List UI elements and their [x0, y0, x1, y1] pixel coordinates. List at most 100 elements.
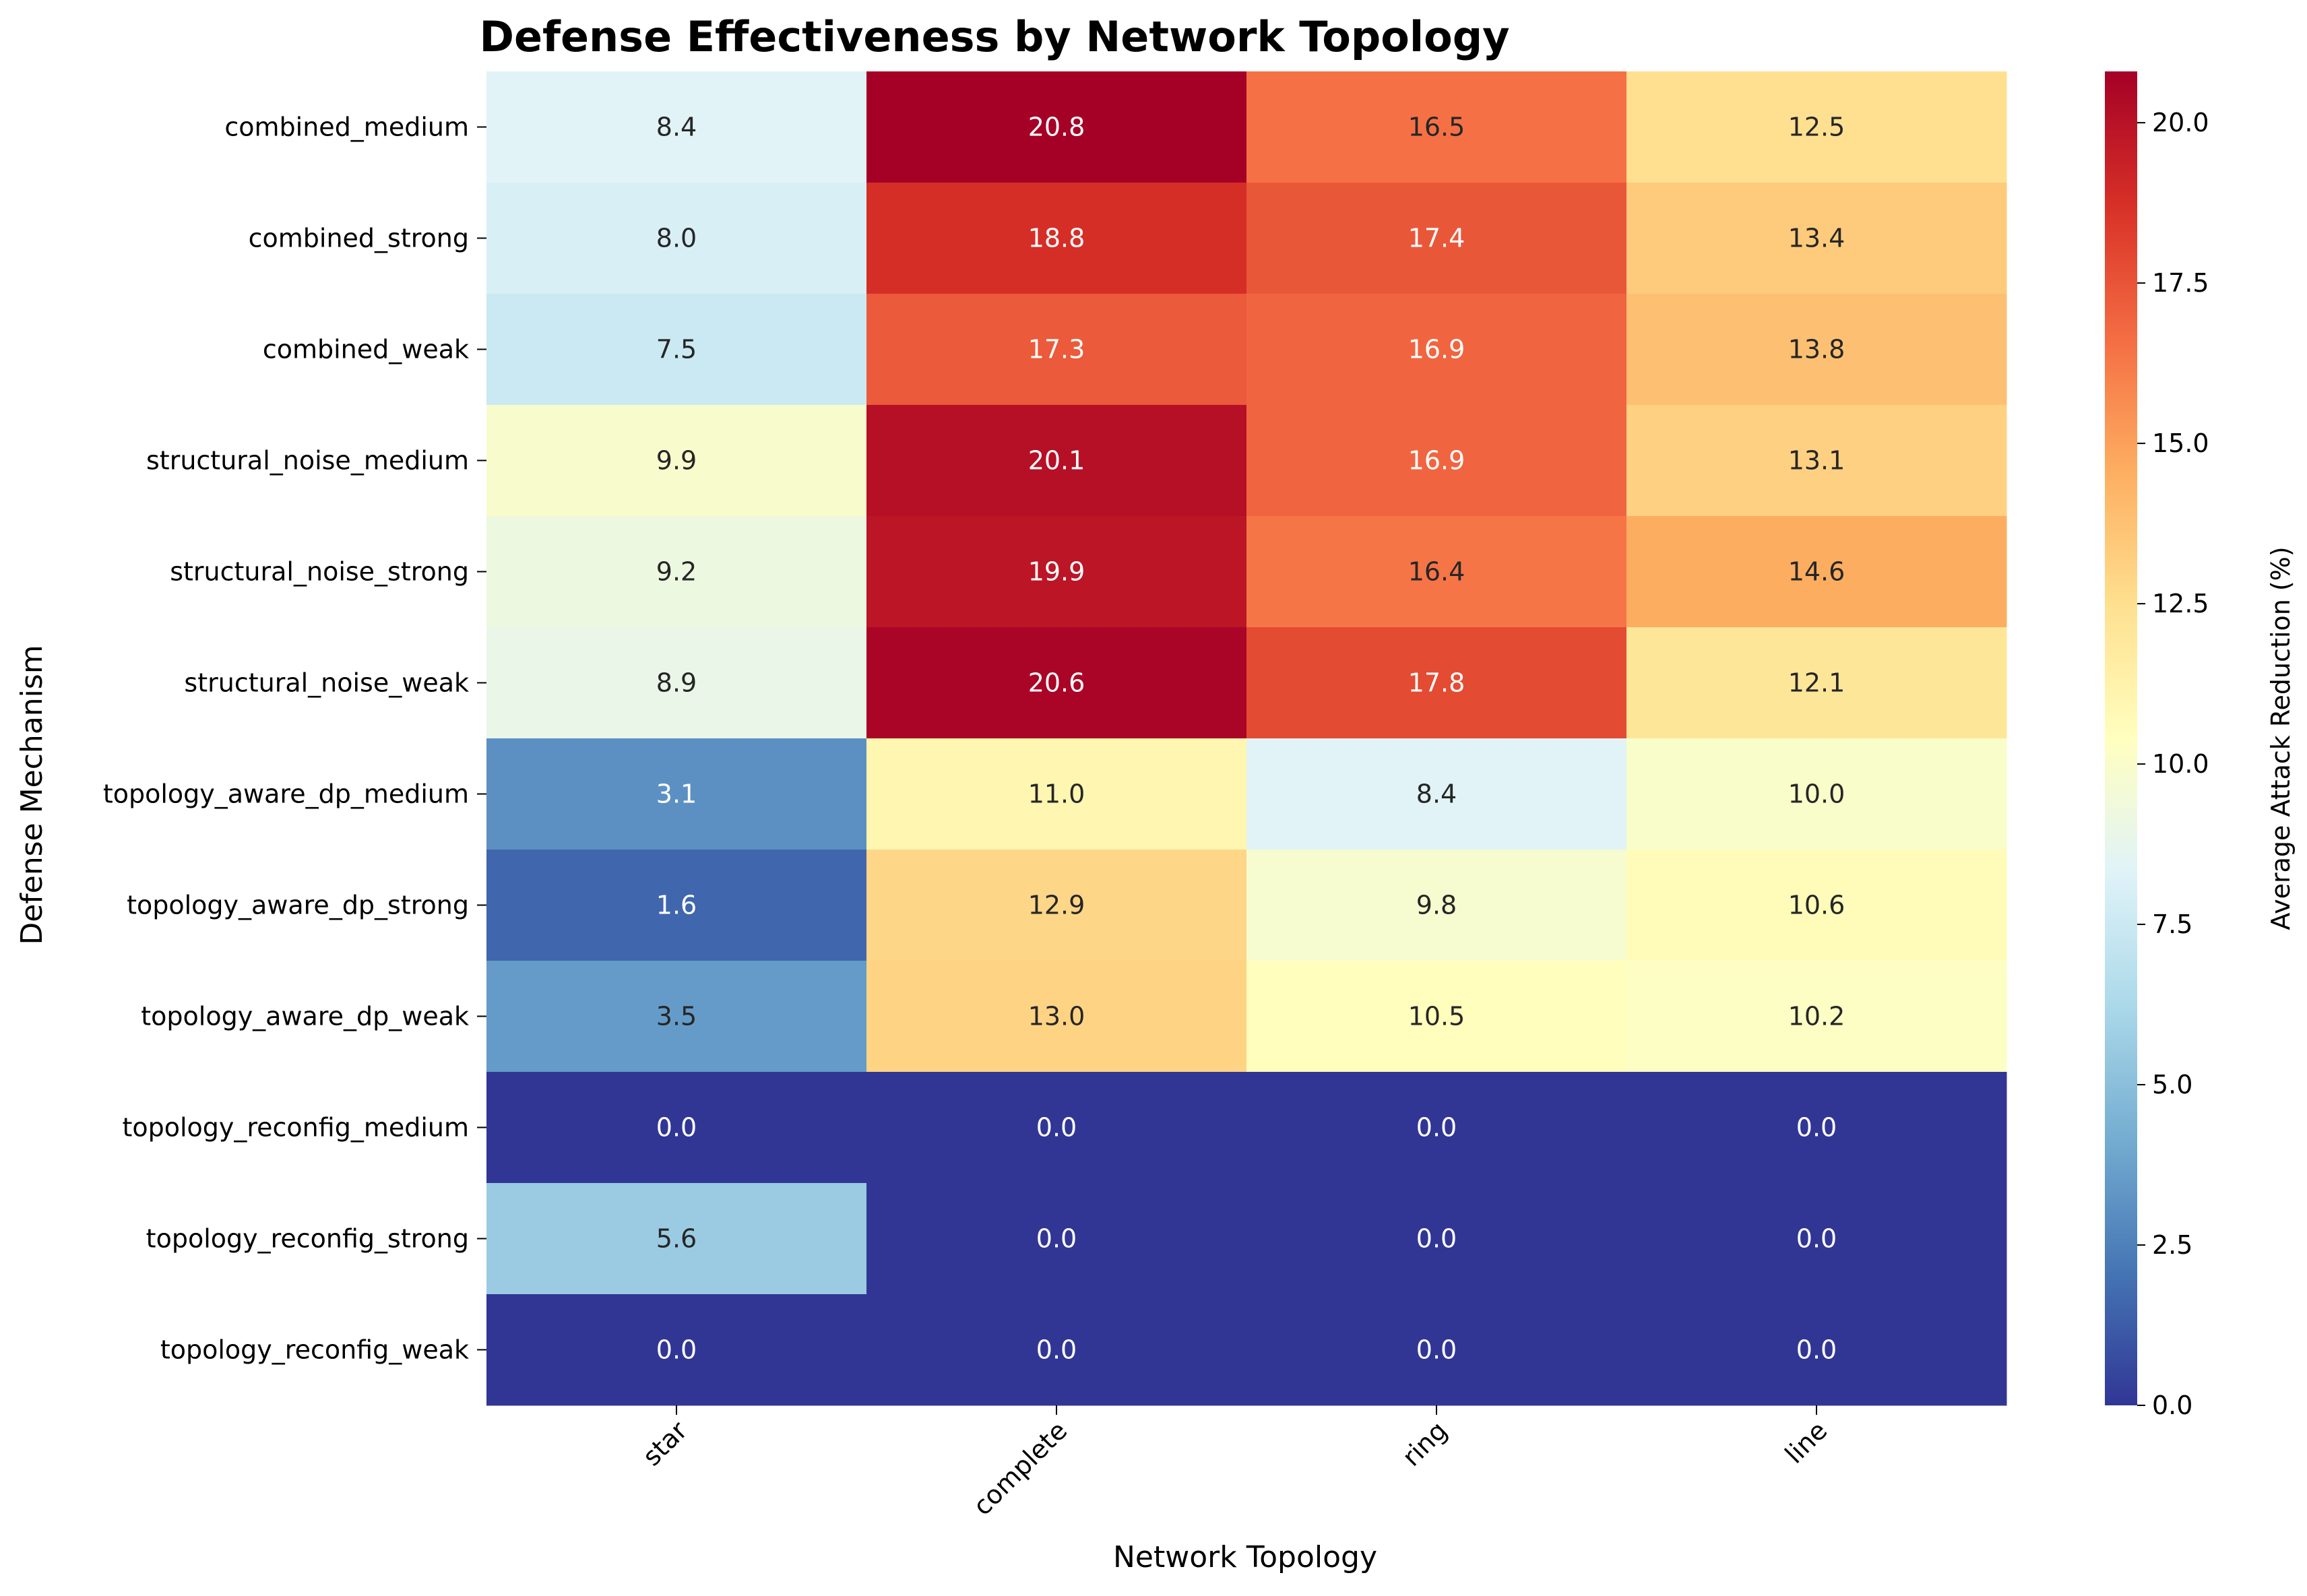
cell-value-label: 19.9	[1028, 557, 1085, 587]
heatmap-cell	[1626, 405, 2007, 517]
cell-value-label: 17.4	[1408, 224, 1465, 253]
heatmap-cell	[486, 183, 867, 294]
cell-value-label: 1.6	[656, 891, 697, 920]
cell-value-label: 17.8	[1408, 668, 1465, 698]
heatmap-cell	[1626, 627, 2007, 739]
heatmap-cell	[1626, 1072, 2007, 1184]
heatmap-cell	[866, 850, 1247, 961]
heatmap-cell	[1626, 71, 2007, 183]
y-tick-label: topology_aware_dp_medium	[103, 779, 469, 809]
cell-value-label: 13.1	[1788, 446, 1845, 476]
x-tick-labels: star complete ring line	[637, 1405, 1833, 1521]
y-tick-labels: combined_medium combined_strong combined_w…	[103, 113, 486, 1365]
colorbar-tick-label: 12.5	[2152, 589, 2209, 618]
heatmap-cell	[486, 1294, 867, 1406]
cell-value-label: 20.6	[1028, 668, 1085, 698]
cell-value-label: 10.0	[1788, 779, 1845, 809]
heatmap-cell	[866, 294, 1247, 406]
heatmap-cell	[866, 405, 1247, 517]
cell-value-label: 0.0	[1036, 1224, 1077, 1254]
heatmap-cell	[1246, 1183, 1627, 1295]
x-tick-label: line	[1779, 1415, 1833, 1469]
heatmap-cell	[486, 738, 867, 850]
cell-value-label: 8.4	[656, 113, 697, 142]
chart-title: Defense Effectiveness by Network Topolog…	[479, 12, 1509, 61]
x-tick-label: ring	[1397, 1415, 1453, 1472]
y-tick-label: structural_noise_medium	[146, 446, 469, 476]
cell-value-label: 0.0	[1796, 1113, 1837, 1143]
heatmap-cell	[866, 627, 1247, 739]
cell-value-label: 3.5	[656, 1002, 697, 1031]
heatmap-cell	[866, 1183, 1247, 1295]
cell-value-label: 0.0	[1036, 1113, 1077, 1143]
cell-value-label: 9.8	[1416, 891, 1457, 920]
cell-value-label: 14.6	[1788, 557, 1845, 587]
heatmap-cell	[486, 516, 867, 628]
cell-value-label: 3.1	[656, 779, 697, 809]
cell-value-label: 13.8	[1788, 335, 1845, 364]
heatmap-cell	[1246, 71, 1627, 183]
cell-value-label: 0.0	[1796, 1335, 1837, 1365]
heatmap-cell	[486, 961, 867, 1073]
cell-value-label: 0.0	[1416, 1224, 1457, 1254]
cell-value-label: 0.0	[1796, 1224, 1837, 1254]
y-axis-label: Defense Mechanism	[15, 645, 49, 945]
heatmap-cell	[486, 850, 867, 961]
colorbar-tick-label: 17.5	[2152, 268, 2209, 298]
heatmap-cell	[1626, 294, 2007, 406]
colorbar-tick-label: 2.5	[2152, 1230, 2192, 1260]
heatmap-cell	[1246, 183, 1627, 294]
cell-value-label: 17.3	[1028, 335, 1085, 364]
heatmap-cell	[1246, 516, 1627, 628]
heatmap-cell	[486, 1072, 867, 1184]
heatmap-cell	[1246, 1294, 1627, 1406]
cell-value-label: 9.9	[656, 446, 697, 476]
cell-value-label: 7.5	[656, 335, 697, 364]
cell-value-label: 16.9	[1408, 335, 1465, 364]
heatmap-cell	[1626, 850, 2007, 961]
colorbar-ticks: 0.0 2.5 5.0 7.5 10.0 12.5 15.0 17.5 20.0	[2137, 108, 2209, 1420]
heatmap-cell	[866, 1072, 1247, 1184]
cell-value-label: 20.8	[1028, 113, 1085, 142]
heatmap-cell	[1626, 1294, 2007, 1406]
heatmap-cell	[1626, 183, 2007, 294]
heatmap-cell	[1246, 405, 1627, 517]
y-tick-label: combined_medium	[224, 113, 469, 142]
cell-value-label: 12.9	[1028, 891, 1085, 920]
cell-value-label: 16.4	[1408, 557, 1465, 587]
cell-value-label: 0.0	[1036, 1335, 1077, 1365]
cell-value-label: 16.9	[1408, 446, 1465, 476]
y-tick-label: topology_aware_dp_strong	[127, 891, 469, 920]
cell-value-label: 13.4	[1788, 224, 1845, 253]
heatmap-cell	[1246, 738, 1627, 850]
y-tick-label: structural_noise_weak	[184, 668, 469, 698]
y-tick-label: combined_weak	[263, 335, 469, 364]
colorbar-tick-label: 0.0	[2152, 1391, 2192, 1420]
heatmap-cell	[1246, 627, 1627, 739]
colorbar-tick-label: 10.0	[2152, 749, 2209, 779]
colorbar-label: Average Attack Reduction (%)	[2266, 546, 2296, 930]
y-tick-label: topology_reconfig_medium	[122, 1113, 469, 1143]
y-tick-label: topology_reconfig_weak	[160, 1335, 469, 1365]
heatmap-cell	[866, 1294, 1247, 1406]
cell-value-label: 10.2	[1788, 1002, 1845, 1031]
x-axis-label: Network Topology	[1113, 1540, 1377, 1574]
heatmap-cell	[486, 71, 867, 183]
cell-value-label: 13.0	[1028, 1002, 1085, 1031]
heatmap-cell	[866, 738, 1247, 850]
heatmap-cell	[1246, 850, 1627, 961]
colorbar-tick-label: 15.0	[2152, 428, 2209, 458]
colorbar-gradient	[2105, 71, 2137, 1405]
heatmap-cell	[866, 516, 1247, 628]
cell-value-label: 18.8	[1028, 224, 1085, 253]
y-tick-label: combined_strong	[249, 224, 469, 253]
cell-value-label: 16.5	[1408, 113, 1465, 142]
cell-value-label: 0.0	[1416, 1335, 1457, 1365]
heatmap-cell	[866, 183, 1247, 294]
heatmap-cell	[486, 405, 867, 517]
colorbar-tick-label: 7.5	[2152, 909, 2192, 939]
cell-value-label: 10.6	[1788, 891, 1845, 920]
heatmap-cell	[486, 627, 867, 739]
cell-value-label: 10.5	[1408, 1002, 1465, 1031]
